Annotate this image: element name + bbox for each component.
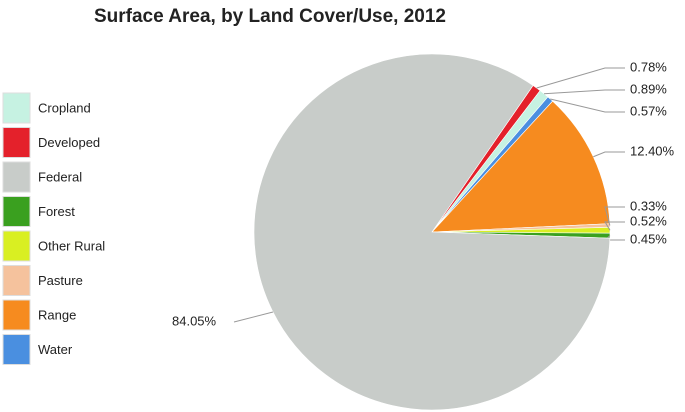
legend-label: Water (38, 342, 73, 357)
data-label: 84.05% (172, 313, 217, 328)
legend-swatch (2, 92, 31, 124)
legend-label: Other Rural (38, 238, 105, 253)
legend-label: Developed (38, 135, 100, 150)
legend-swatch (2, 299, 31, 331)
legend-swatch (2, 196, 31, 227)
data-label: 0.45% (630, 231, 667, 246)
leader-line (550, 98, 625, 113)
legend-swatch (2, 334, 31, 365)
data-label: 0.57% (630, 103, 667, 118)
leader-line (544, 89, 625, 95)
leader-line (604, 206, 625, 226)
leader-line (536, 67, 625, 89)
chart-title: Surface Area, by Land Cover/Use, 2012 (94, 6, 446, 27)
legend-label: Forest (38, 204, 75, 219)
data-label: 0.52% (630, 213, 667, 228)
leader-line (593, 151, 625, 158)
legend-swatch (2, 265, 31, 296)
legend-label: Pasture (38, 273, 83, 288)
pie-slice (253, 53, 611, 411)
data-label: 0.78% (630, 59, 667, 74)
legend-label: Range (38, 307, 76, 322)
legend-swatch (2, 127, 31, 158)
data-label: 0.33% (630, 198, 667, 213)
data-label: 0.89% (630, 81, 667, 96)
pie-slice (431, 100, 611, 233)
legend-swatch (2, 230, 31, 262)
legend-swatch (2, 161, 31, 193)
leader-line (233, 311, 274, 323)
leader-line (604, 221, 625, 231)
data-label: 12.40% (630, 143, 675, 158)
legend-label: Cropland (38, 100, 91, 115)
legend-label: Federal (38, 169, 82, 184)
